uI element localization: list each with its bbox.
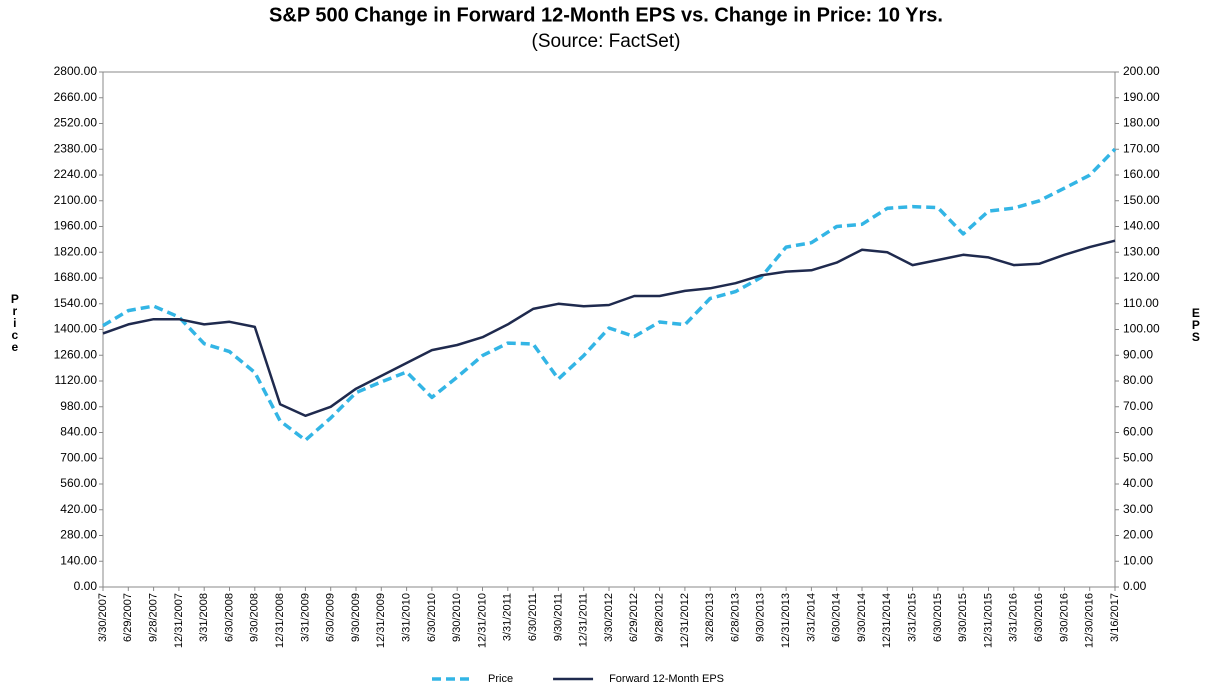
x-tick-label: 6/30/2016 — [1033, 593, 1045, 642]
y-tick-label: 2240.00 — [54, 167, 98, 181]
y2-tick-label: 50.00 — [1123, 450, 1153, 464]
y2-tick-label: 150.00 — [1123, 193, 1160, 207]
x-tick-label: 6/30/2008 — [223, 593, 235, 642]
x-tick-label: 6/30/2009 — [325, 593, 337, 642]
x-tick-label: 3/31/2008 — [198, 593, 210, 642]
x-tick-label: 3/30/2012 — [603, 593, 615, 642]
x-tick-label: 6/30/2015 — [932, 593, 944, 642]
chart-subtitle: (Source: FactSet) — [532, 31, 681, 52]
x-tick-label: 3/31/2014 — [805, 593, 817, 642]
x-tick-label: 3/31/2009 — [299, 593, 311, 642]
y-tick-label: 0.00 — [74, 579, 98, 593]
x-tick-label: 3/31/2010 — [401, 593, 413, 642]
y-tick-label: 280.00 — [60, 528, 97, 542]
y-tick-label: 2800.00 — [54, 64, 98, 78]
y-axis-title: Price — [8, 292, 22, 352]
y2-tick-label: 180.00 — [1123, 116, 1160, 130]
y2-tick-label: 120.00 — [1123, 270, 1160, 284]
x-tick-label: 3/16/2017 — [1109, 593, 1121, 642]
y-tick-label: 1260.00 — [54, 347, 98, 361]
x-tick-label: 12/30/2016 — [1084, 593, 1096, 648]
series-line — [102, 147, 1117, 442]
x-tick-label: 12/31/2011 — [578, 593, 590, 647]
y-tick-label: 1400.00 — [54, 322, 98, 336]
y-tick-label: 560.00 — [60, 476, 97, 490]
x-tick-label: 6/30/2011 — [527, 593, 539, 641]
x-tick-label: 9/28/2007 — [148, 593, 160, 642]
y2-tick-label: 160.00 — [1123, 167, 1160, 181]
y-tick-label: 1820.00 — [54, 244, 98, 258]
y2-tick-label: 200.00 — [1123, 64, 1160, 78]
y-tick-label: 700.00 — [60, 450, 97, 464]
y2-tick-label: 100.00 — [1123, 322, 1160, 336]
y-tick-label: 2520.00 — [54, 116, 98, 130]
y2-tick-label: 140.00 — [1123, 219, 1160, 233]
x-tick-label: 12/31/2015 — [982, 593, 994, 648]
x-tick-label: 9/30/2009 — [350, 593, 362, 642]
chart-title: S&P 500 Change in Forward 12-Month EPS v… — [269, 4, 943, 26]
x-tick-label: 9/28/2012 — [654, 593, 666, 642]
x-tick-label: 12/31/2009 — [375, 593, 387, 648]
y-tick-label: 980.00 — [60, 399, 97, 413]
x-tick-label: 12/31/2013 — [780, 593, 792, 648]
x-tick-label: 12/31/2014 — [881, 593, 893, 648]
y-tick-label: 2660.00 — [54, 90, 98, 104]
x-tick-label: 9/30/2008 — [249, 593, 261, 642]
x-tick-label: 9/30/2016 — [1058, 593, 1070, 642]
x-tick-label: 9/30/2015 — [957, 593, 969, 642]
x-tick-label: 9/30/2010 — [451, 593, 463, 642]
x-tick-label: 3/31/2015 — [907, 593, 919, 642]
y2-tick-label: 90.00 — [1123, 347, 1153, 361]
y-tick-label: 1680.00 — [54, 270, 98, 284]
x-tick-label: 3/31/2016 — [1008, 593, 1020, 642]
y-tick-label: 2380.00 — [54, 141, 98, 155]
x-tick-label: 3/31/2011 — [502, 593, 514, 641]
x-tick-label: 12/31/2010 — [476, 593, 488, 648]
legend-label: Price — [488, 673, 513, 685]
y2-tick-label: 80.00 — [1123, 373, 1153, 387]
y-tick-label: 1960.00 — [54, 219, 98, 233]
x-tick-label: 6/29/2007 — [122, 593, 134, 642]
y2-tick-label: 40.00 — [1123, 476, 1153, 490]
x-tick-label: 9/30/2011 — [552, 593, 564, 641]
x-tick-label: 3/30/2007 — [97, 593, 109, 642]
y-tick-label: 1120.00 — [55, 373, 98, 387]
y2-axis-title: EPS — [1189, 306, 1203, 342]
y-tick-label: 140.00 — [60, 553, 97, 567]
x-tick-label: 12/31/2008 — [274, 593, 286, 648]
y-tick-label: 2100.00 — [54, 193, 98, 207]
x-tick-label: 6/29/2012 — [628, 593, 640, 642]
y2-tick-label: 110.00 — [1123, 296, 1159, 310]
x-tick-label: 3/28/2013 — [704, 593, 716, 642]
x-tick-label: 12/31/2007 — [173, 593, 185, 648]
x-tick-label: 9/30/2014 — [856, 593, 868, 642]
y2-tick-label: 10.00 — [1123, 553, 1153, 567]
y2-tick-label: 30.00 — [1123, 502, 1153, 516]
y2-tick-label: 20.00 — [1123, 528, 1153, 542]
x-tick-label: 9/30/2013 — [755, 593, 767, 642]
legend-label: Forward 12-Month EPS — [609, 673, 724, 685]
y-tick-label: 420.00 — [60, 502, 97, 516]
x-tick-label: 6/30/2010 — [426, 593, 438, 642]
y2-tick-label: 130.00 — [1123, 244, 1160, 258]
y2-tick-label: 60.00 — [1123, 425, 1153, 439]
series-line — [102, 239, 1116, 418]
y-tick-label: 1540.00 — [54, 296, 98, 310]
x-tick-label: 6/28/2013 — [729, 593, 741, 642]
y2-tick-label: 170.00 — [1123, 141, 1160, 155]
x-tick-label: 12/31/2012 — [679, 593, 691, 648]
y2-tick-label: 190.00 — [1123, 90, 1160, 104]
y2-tick-label: 0.00 — [1123, 579, 1147, 593]
y-tick-label: 840.00 — [60, 425, 97, 439]
y2-tick-label: 70.00 — [1123, 399, 1153, 413]
x-tick-label: 6/30/2014 — [831, 593, 843, 642]
